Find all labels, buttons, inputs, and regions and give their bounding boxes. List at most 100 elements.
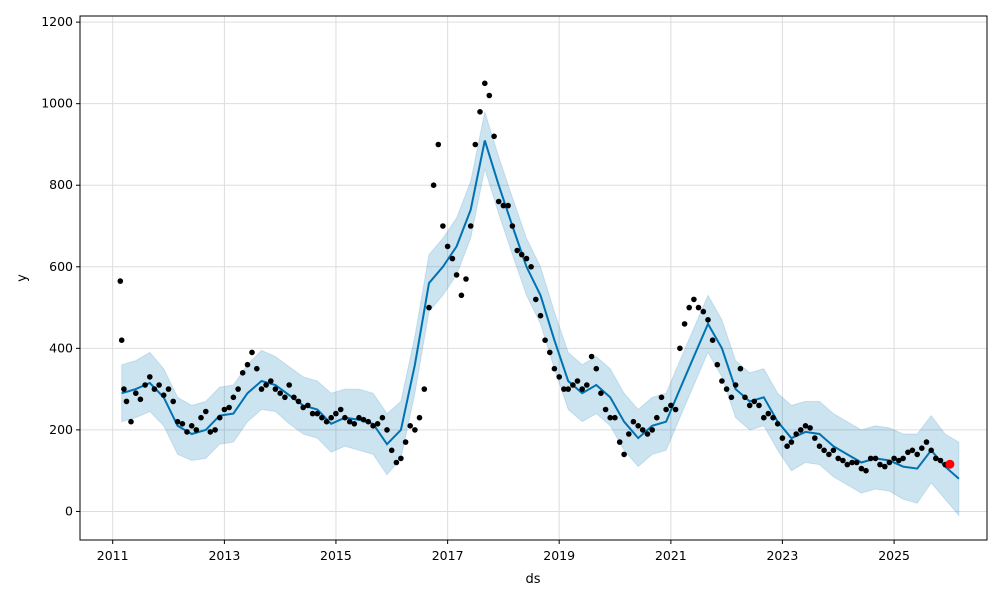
x-axis-ticks: 2011 2013 2015 2017 2019 2021 2023 2025 xyxy=(97,540,910,563)
x-tick-label: 2015 xyxy=(320,548,352,563)
observed-point xyxy=(472,141,479,148)
observed-point xyxy=(635,423,641,429)
y-tick-label: 600 xyxy=(49,259,73,274)
observed-point xyxy=(812,435,818,441)
y-axis-label: y xyxy=(15,274,30,282)
observed-point xyxy=(821,447,827,454)
observed-point xyxy=(793,431,799,437)
observed-point xyxy=(886,459,893,466)
y-tick-label: 1000 xyxy=(41,96,73,111)
observed-point xyxy=(779,435,786,441)
observed-point xyxy=(402,439,409,445)
observed-point xyxy=(644,431,651,437)
observed-point xyxy=(737,365,744,372)
observed-point xyxy=(588,353,595,360)
observed-point xyxy=(509,223,516,229)
observed-point xyxy=(537,312,544,319)
observed-point xyxy=(346,418,353,425)
observed-point xyxy=(151,386,158,392)
observed-point xyxy=(467,223,474,229)
observed-point xyxy=(491,133,497,140)
observed-point xyxy=(565,386,571,392)
observed-point xyxy=(198,414,204,421)
observed-point xyxy=(561,386,567,392)
observed-point xyxy=(216,414,223,421)
observed-point xyxy=(142,382,148,388)
observed-point xyxy=(412,427,418,433)
observed-point xyxy=(365,418,372,425)
observed-point xyxy=(137,396,144,403)
observed-point xyxy=(788,439,795,445)
observed-point xyxy=(121,386,127,392)
observed-point xyxy=(351,421,358,427)
observed-point xyxy=(830,447,837,454)
observed-point xyxy=(258,386,265,392)
observed-point xyxy=(896,457,902,464)
observed-point xyxy=(203,408,209,415)
observed-point xyxy=(384,427,390,433)
observed-point xyxy=(374,421,381,427)
observed-point xyxy=(305,402,311,409)
observed-point xyxy=(486,92,493,99)
observed-point xyxy=(751,398,758,405)
observed-point xyxy=(356,414,362,421)
observed-point xyxy=(919,445,925,452)
observed-point xyxy=(165,386,172,392)
observed-point xyxy=(416,414,423,421)
observed-point xyxy=(235,386,241,392)
observed-point xyxy=(342,414,348,421)
observed-point xyxy=(849,459,855,466)
observed-point xyxy=(174,418,181,425)
observed-point xyxy=(579,386,585,392)
observed-point xyxy=(844,461,851,468)
observed-point xyxy=(277,390,284,397)
observed-point xyxy=(714,361,721,368)
x-tick-label: 2023 xyxy=(766,548,798,563)
observed-point xyxy=(117,278,124,284)
observed-point xyxy=(156,382,162,388)
grid-layer xyxy=(80,16,987,540)
observed-point xyxy=(677,345,683,352)
observed-point xyxy=(691,296,697,303)
observed-point xyxy=(533,296,539,303)
observed-point xyxy=(188,423,195,429)
observed-point xyxy=(421,386,428,392)
observed-point xyxy=(728,394,735,401)
observed-point xyxy=(732,382,739,388)
observed-point xyxy=(291,394,297,401)
observed-point xyxy=(453,272,460,278)
observed-point xyxy=(709,337,716,344)
observed-point xyxy=(765,410,772,417)
observed-point xyxy=(695,304,702,311)
observed-point xyxy=(746,402,753,409)
observed-point xyxy=(286,382,293,388)
observed-point xyxy=(770,414,776,421)
observed-point xyxy=(528,264,534,270)
observed-point xyxy=(909,447,916,454)
observed-point xyxy=(193,427,200,433)
observed-point xyxy=(826,451,832,458)
observed-point xyxy=(612,414,618,421)
observed-point xyxy=(398,455,404,462)
observed-point xyxy=(253,365,260,372)
observed-point xyxy=(370,423,376,429)
y-tick-label: 400 xyxy=(49,340,73,355)
observed-point xyxy=(649,427,655,433)
observed-point xyxy=(556,374,562,380)
observed-point xyxy=(542,337,548,344)
forecast-line-layer xyxy=(121,140,960,480)
x-tick-label: 2025 xyxy=(878,548,910,563)
y-axis-ticks: 0 200 400 600 800 1000 1200 xyxy=(41,14,80,518)
observed-point xyxy=(179,421,186,427)
observed-point xyxy=(263,382,269,388)
observed-point xyxy=(300,404,307,411)
observed-point xyxy=(835,455,841,462)
observed-point xyxy=(607,414,613,421)
observed-point xyxy=(658,394,665,401)
observed-point xyxy=(928,447,934,454)
y-tick-label: 0 xyxy=(65,503,73,518)
observed-point xyxy=(184,429,190,435)
observed-point xyxy=(360,416,367,423)
